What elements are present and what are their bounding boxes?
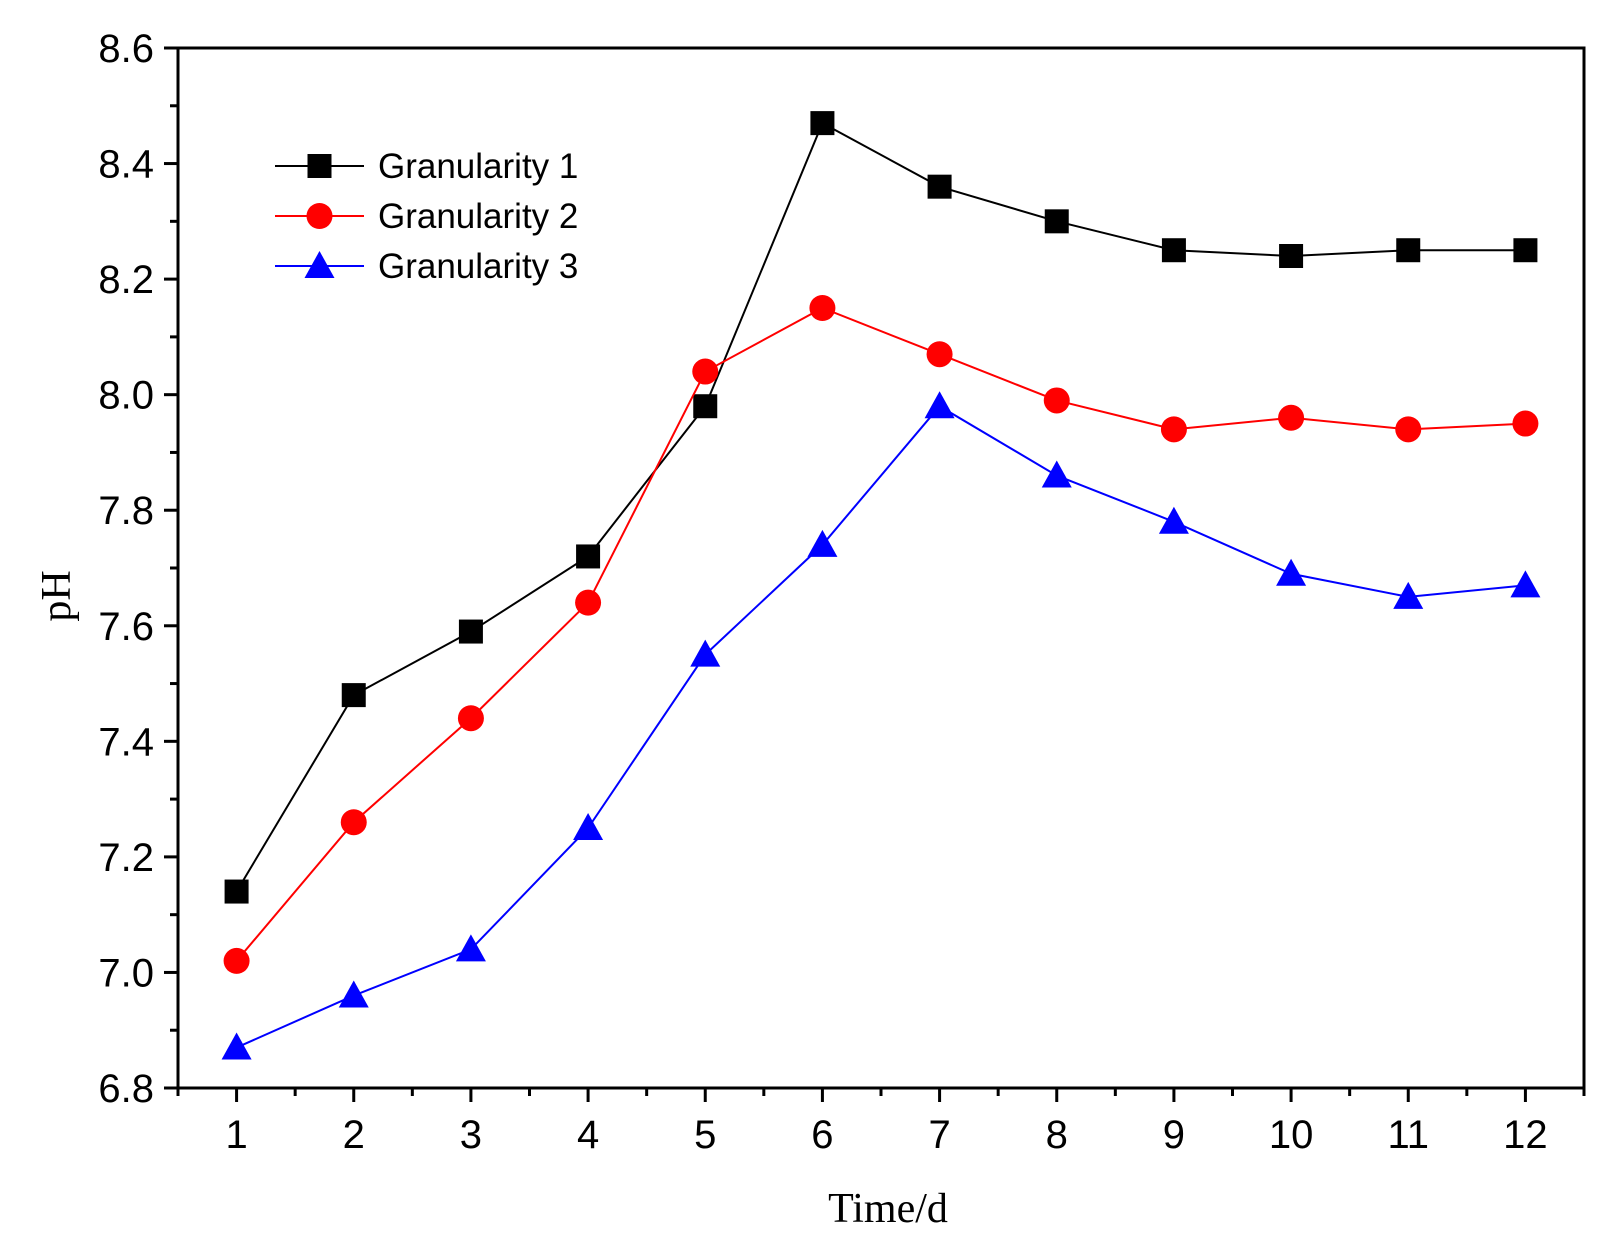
series-line [236, 404, 1526, 1049]
x-tick-label: 7 [928, 1113, 950, 1157]
y-tick-label: 6.8 [98, 1067, 154, 1111]
legend-marker [307, 154, 332, 178]
legend-item: Granularity 1 [275, 147, 578, 186]
data-point [927, 174, 952, 199]
data-point [1512, 410, 1539, 437]
legend-marker [304, 251, 335, 278]
x-tick-label: 10 [1269, 1113, 1314, 1157]
data-point [576, 544, 601, 569]
data-point [1044, 209, 1069, 234]
data-point [807, 529, 838, 557]
data-point [1279, 244, 1304, 268]
data-point [810, 111, 835, 136]
data-point [809, 295, 836, 321]
data-point [1395, 416, 1422, 443]
legend-item: Granularity 3 [275, 247, 578, 286]
data-point [926, 341, 953, 368]
series-1 [224, 111, 1538, 904]
data-point [693, 394, 718, 419]
data-point [1041, 460, 1072, 488]
data-point [224, 879, 249, 904]
data-point [1158, 506, 1189, 534]
data-point [690, 639, 721, 667]
x-tick-label: 6 [811, 1113, 833, 1157]
y-tick-label: 7.6 [98, 605, 154, 649]
x-tick-label: 4 [577, 1113, 599, 1157]
data-point [455, 934, 486, 962]
data-point [692, 358, 719, 385]
y-tick-label: 7.0 [98, 951, 154, 995]
x-tick-label: 3 [460, 1113, 482, 1157]
legend-marker [306, 203, 333, 229]
x-tick-label: 8 [1046, 1113, 1068, 1157]
x-tick-label: 5 [694, 1113, 716, 1157]
y-tick-label: 7.8 [98, 489, 154, 533]
legend: Granularity 1 Granularity 2 Granularity 3 [275, 147, 578, 286]
data-point [1160, 416, 1187, 443]
data-point [1513, 238, 1538, 263]
y-tick-label: 8.4 [98, 143, 154, 187]
series-2 [223, 295, 1539, 974]
x-axis-ticks: 1 2 3 4 5 6 7 8 9 10 11 12 [176, 1088, 1586, 1157]
data-point [1276, 558, 1307, 586]
data-point [924, 391, 955, 419]
x-tick-label: 1 [225, 1113, 247, 1157]
series-layer [221, 111, 1541, 1060]
legend-label: Granularity 3 [378, 247, 578, 286]
data-point [1396, 238, 1421, 263]
series-line [235, 306, 1526, 962]
legend-label: Granularity 2 [378, 197, 578, 236]
legend-item: Granularity 2 [275, 197, 578, 236]
data-point [338, 980, 369, 1008]
x-axis-title: Time/d [828, 1186, 948, 1232]
data-point [457, 705, 484, 732]
legend-label: Granularity 1 [378, 147, 578, 186]
data-point [458, 619, 483, 644]
data-point [1278, 404, 1305, 431]
series-3 [221, 391, 1541, 1060]
x-tick-label: 9 [1163, 1113, 1185, 1157]
data-point [1043, 387, 1070, 414]
x-tick-label: 11 [1387, 1113, 1429, 1157]
x-tick-label: 2 [343, 1113, 365, 1157]
y-axis-title: pH [34, 570, 80, 621]
series-line [235, 121, 1526, 893]
y-axis-ticks: 6.8 7.0 7.2 7.4 7.6 7.8 8.0 8.2 8.4 8.6 [98, 27, 178, 1111]
x-tick-label: 12 [1503, 1113, 1548, 1157]
data-point [575, 589, 602, 616]
data-point [340, 809, 367, 836]
data-point [1510, 570, 1541, 598]
data-point [221, 1032, 252, 1060]
y-tick-label: 8.0 [98, 374, 154, 418]
data-point [223, 947, 250, 974]
data-point [573, 813, 604, 840]
y-tick-label: 7.2 [98, 836, 154, 880]
y-tick-label: 7.4 [98, 720, 154, 764]
y-tick-label: 8.6 [98, 27, 154, 71]
data-point [1393, 581, 1424, 609]
data-point [1161, 238, 1186, 263]
data-point [341, 683, 366, 708]
y-tick-label: 8.2 [98, 258, 154, 302]
